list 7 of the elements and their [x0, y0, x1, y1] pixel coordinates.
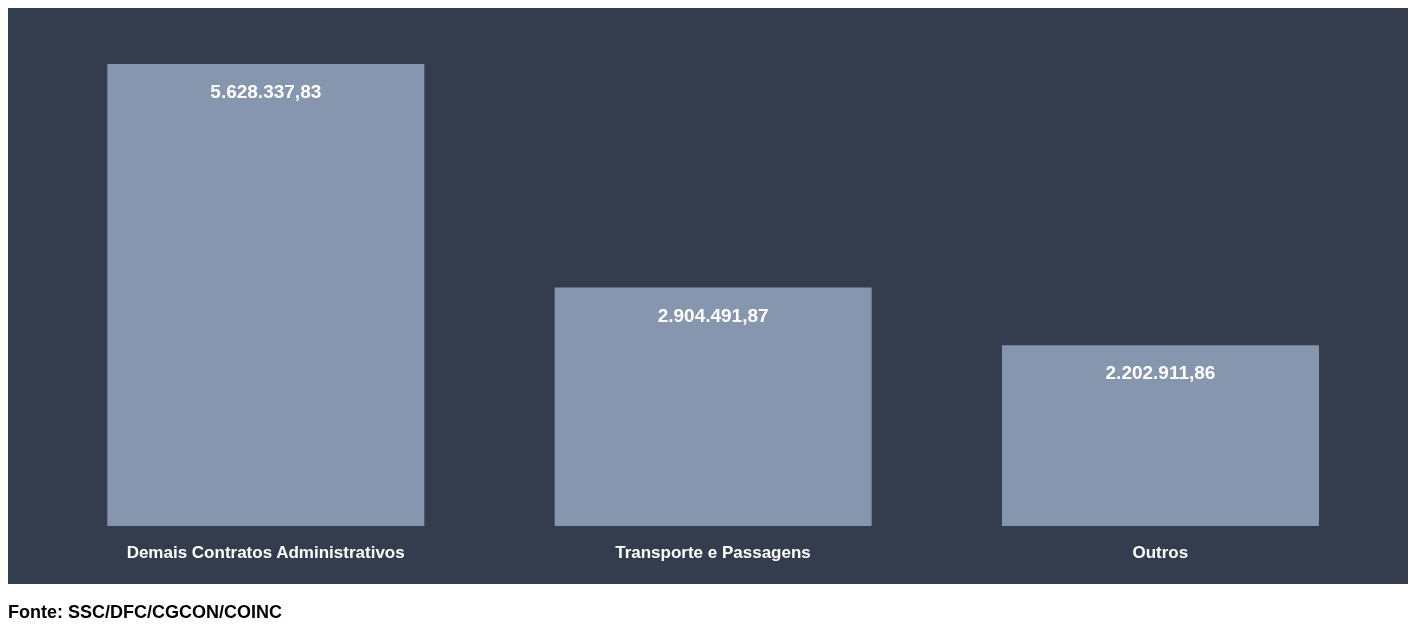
source-note: Fonte: SSC/DFC/CGCON/COINC [8, 602, 283, 623]
x-tick-label: Outros [1132, 543, 1189, 563]
x-tick-label: Demais Contratos Administrativos [126, 543, 405, 563]
data-label: 2.904.491,87 [657, 304, 769, 326]
x-tick-label: Transporte e Passagens [615, 543, 811, 563]
data-label: 5.628.337,83 [210, 81, 322, 102]
data-label: 2.202.911,86 [1105, 362, 1216, 384]
